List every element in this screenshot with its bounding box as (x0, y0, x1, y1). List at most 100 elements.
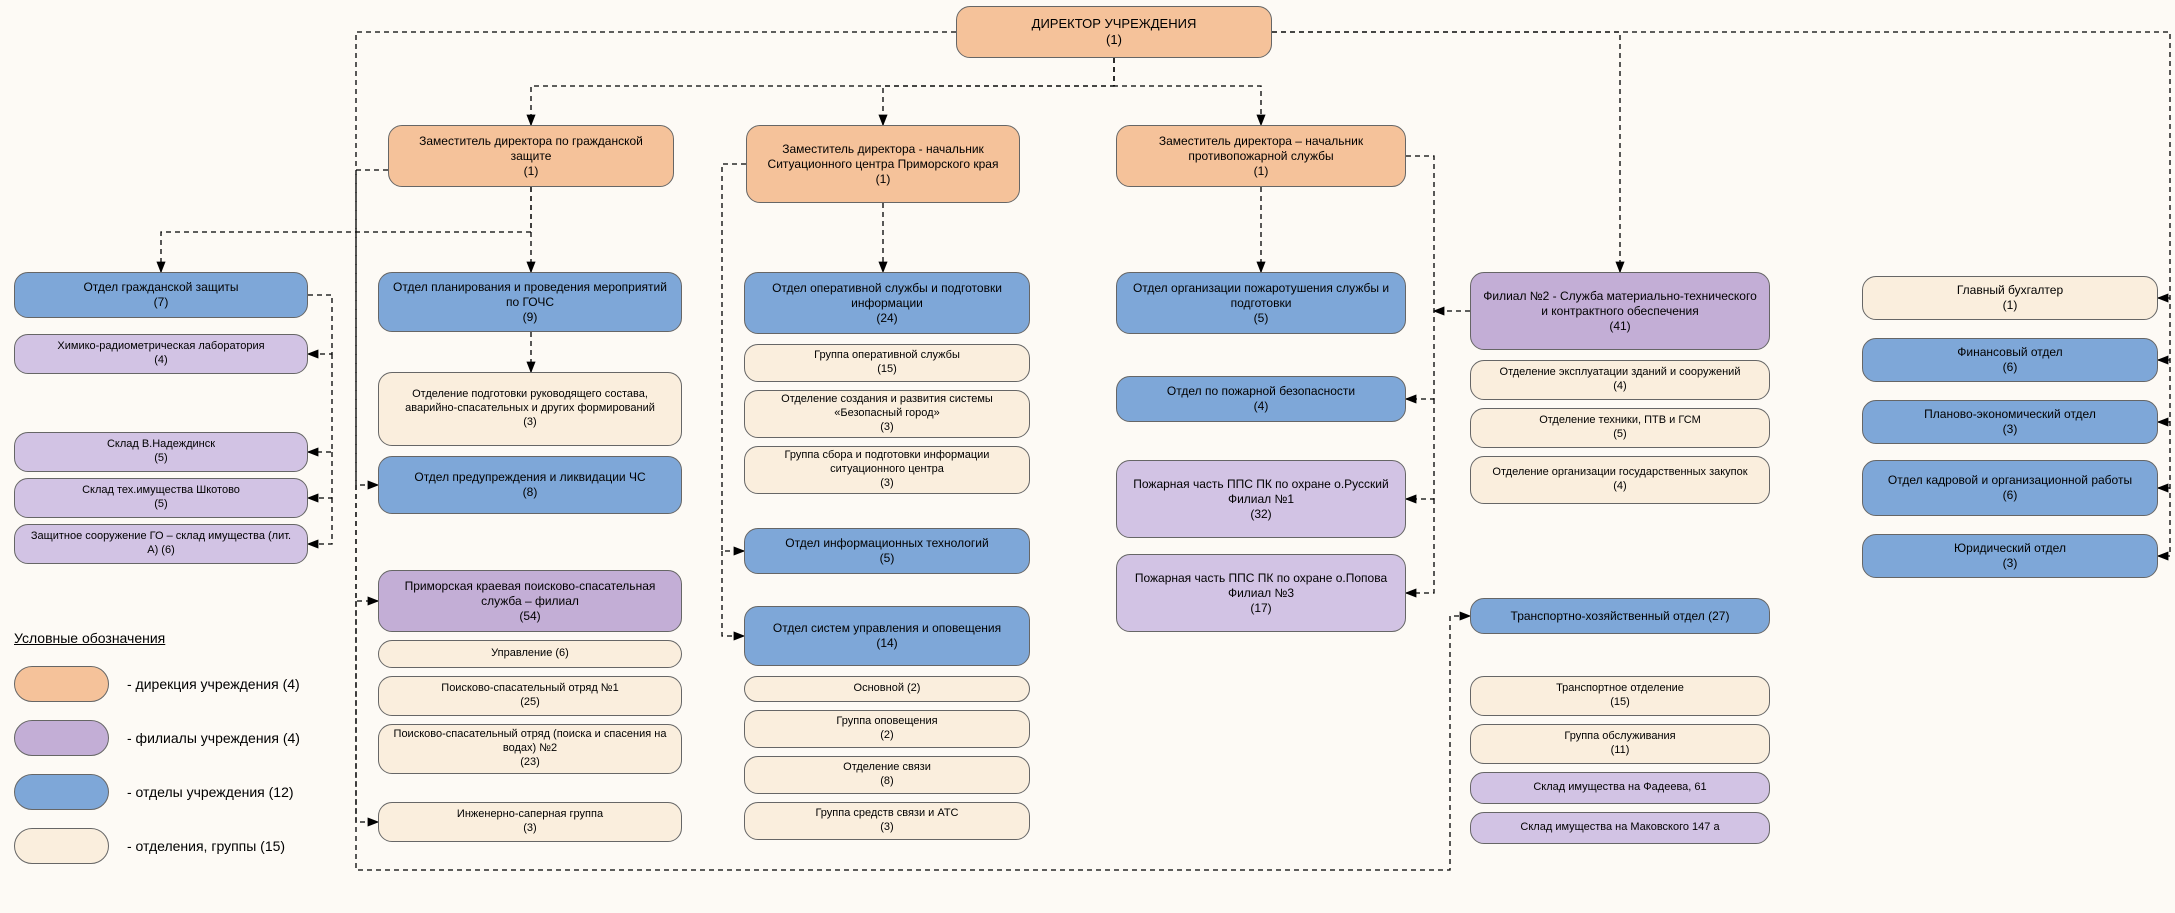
node-label: Химико-радиометрическая лаборатория (57, 340, 264, 354)
node-n_upr: Управление (6) (378, 640, 682, 668)
edge (356, 485, 378, 601)
node-n_pso2: Поисково-спасательный отряд (поиска и сп… (378, 724, 682, 774)
edge (356, 601, 378, 822)
node-label: Транспортное отделение (1556, 682, 1684, 696)
node-n_oit: Отдел информационных технологий(5) (744, 528, 1030, 574)
legend-label: - дирекция учреждения (4) (127, 676, 300, 692)
node-count: (8) (523, 485, 538, 500)
node-n_tr: Транспортное отделение(15) (1470, 676, 1770, 716)
node-count: (4) (1254, 399, 1269, 414)
node-n_ptv: Отделение техники, ПТВ и ГСМ(5) (1470, 408, 1770, 448)
node-count: (5) (154, 498, 167, 512)
node-count: (4) (1613, 380, 1626, 394)
node-count: (5) (154, 452, 167, 466)
legend-swatch (14, 774, 109, 810)
node-n_skSh: Склад тех.имущества Шкотово(5) (14, 478, 308, 518)
node-n_gb: Главный бухгалтер(1) (1862, 276, 2158, 320)
legend-swatch (14, 720, 109, 756)
node-label: ДИРЕКТОР УЧРЕЖДЕНИЯ (1032, 16, 1197, 32)
node-n_skM: Склад имущества на Маковского 147 а (1470, 812, 1770, 844)
legend-row: - дирекция учреждения (4) (14, 666, 300, 702)
node-label: Приморская краевая поисково-спасательная… (389, 579, 671, 609)
node-label: Отдел информационных технологий (785, 536, 988, 551)
node-count: (9) (523, 310, 538, 325)
node-label: Финансовый отдел (1957, 345, 2062, 360)
node-label: Отделение подготовки руководящего состав… (389, 388, 671, 416)
node-n_zam1: Заместитель директора по гражданской защ… (388, 125, 674, 187)
node-n_ogz: Отдел гражданской защиты(7) (14, 272, 308, 318)
edge (308, 498, 332, 544)
node-label: Филиал №2 - Служба материально-техническ… (1481, 289, 1759, 319)
node-n_yur: Юридический отдел(3) (1862, 534, 2158, 578)
node-count: (23) (520, 756, 540, 770)
node-n_pkss: Приморская краевая поисково-спасательная… (378, 570, 682, 632)
node-label: Отдел систем управления и оповещения (773, 621, 1001, 636)
legend-row: - отделы учреждения (12) (14, 774, 300, 810)
node-n_pso1: Поисково-спасательный отряд №1(25) (378, 676, 682, 716)
node-n_tho: Транспортно-хозяйственный отдел (27) (1470, 598, 1770, 634)
node-n_bezg: Отделение создания и развития системы «Б… (744, 390, 1030, 438)
node-count: (8) (880, 775, 893, 789)
node-label: Заместитель директора по гражданской защ… (399, 134, 663, 164)
node-n_pb: Отдел по пожарной безопасности(4) (1116, 376, 1406, 422)
node-n_oper: Отдел оперативной службы и подготовки ин… (744, 272, 1030, 334)
node-count: (5) (1254, 311, 1269, 326)
node-label: Группа оперативной службы (814, 349, 960, 363)
node-n_pch1: Пожарная часть ППС ПК по охране о.Русски… (1116, 460, 1406, 538)
node-count: (3) (2003, 556, 2018, 571)
node-count: (1) (876, 172, 891, 187)
node-count: (6) (2003, 488, 2018, 503)
node-label: Пожарная часть ППС ПК по охране о.Попова… (1127, 571, 1395, 601)
node-label: Поисково-спасательный отряд (поиска и сп… (389, 728, 671, 756)
node-label: Отдел планирования и проведения мероприя… (389, 280, 671, 310)
node-label: Главный бухгалтер (1957, 283, 2063, 298)
node-n_okor: Отдел кадровой и организационной работы(… (1862, 460, 2158, 516)
legend: Условные обозначения - дирекция учрежден… (14, 630, 300, 882)
node-count: (3) (2003, 422, 2018, 437)
legend-swatch (14, 828, 109, 864)
node-n_zam2: Заместитель директора - начальник Ситуац… (746, 125, 1020, 203)
node-n_skN: Склад В.Надеждинск(5) (14, 432, 308, 472)
node-n_pch3: Пожарная часть ППС ПК по охране о.Попова… (1116, 554, 1406, 632)
node-label: Отдел предупреждения и ликвидации ЧС (414, 470, 645, 485)
node-n_fil2: Филиал №2 - Служба материально-техническ… (1470, 272, 1770, 350)
node-n_dir: ДИРЕКТОР УЧРЕЖДЕНИЯ(1) (956, 6, 1272, 58)
edge (308, 452, 332, 498)
edge (722, 551, 744, 636)
node-count: (4) (1613, 480, 1626, 494)
node-count: (24) (876, 311, 897, 326)
edge (1406, 156, 1434, 399)
node-n_osn: Основной (2) (744, 676, 1030, 702)
node-count: (5) (880, 551, 895, 566)
node-n_peo: Планово-экономический отдел(3) (1862, 400, 2158, 444)
edge (1114, 58, 1261, 125)
node-n_skF: Склад имущества на Фадеева, 61 (1470, 772, 1770, 804)
edge (1406, 499, 1434, 593)
node-label: Заместитель директора - начальник Ситуац… (757, 142, 1009, 172)
node-count: (2) (880, 729, 893, 743)
node-label: Склад В.Надеждинск (107, 438, 215, 452)
edge (1406, 399, 1434, 499)
node-count: (3) (880, 477, 893, 491)
node-label: Склад тех.имущества Шкотово (82, 484, 240, 498)
node-count: (11) (1611, 744, 1630, 758)
node-label: Юридический отдел (1954, 541, 2066, 556)
legend-row: - отделения, группы (15) (14, 828, 300, 864)
node-n_g_ats: Группа средств связи и АТС(3) (744, 802, 1030, 840)
node-count: (17) (1250, 601, 1271, 616)
edge (161, 187, 531, 272)
node-label: Группа обслуживания (1564, 730, 1675, 744)
node-label: Отдел организации пожаротушения службы и… (1127, 281, 1395, 311)
node-count: (32) (1250, 507, 1271, 522)
node-label: Отделение техники, ПТВ и ГСМ (1539, 414, 1701, 428)
node-n_zash: Защитное сооружение ГО – склад имущества… (14, 524, 308, 564)
node-label: Отделение связи (843, 761, 931, 775)
legend-swatch (14, 666, 109, 702)
node-n_g_sb: Группа сбора и подготовки информации сит… (744, 446, 1030, 494)
edge (531, 58, 1114, 125)
node-n_gob: Группа обслуживания(11) (1470, 724, 1770, 764)
node-label: Транспортно-хозяйственный отдел (27) (1511, 609, 1730, 624)
node-n_plan: Отдел планирования и проведения мероприя… (378, 272, 682, 332)
legend-title: Условные обозначения (14, 630, 300, 646)
node-n_pred: Отдел предупреждения и ликвидации ЧС(8) (378, 456, 682, 514)
